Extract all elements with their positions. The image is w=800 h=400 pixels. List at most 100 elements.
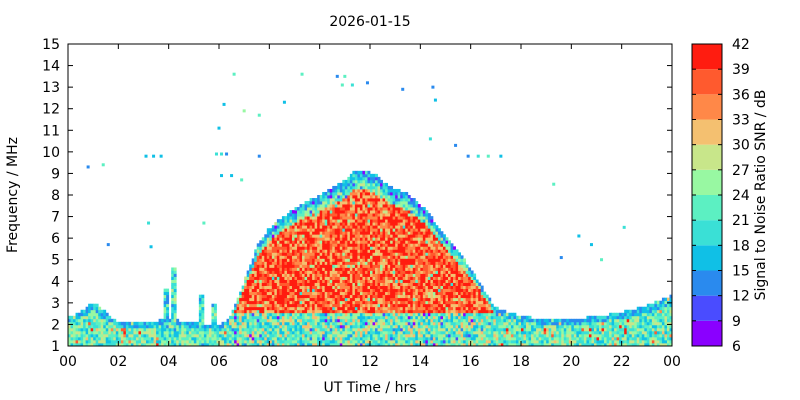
heat-cell (354, 201, 358, 205)
heat-cell (385, 267, 389, 271)
heat-cell (279, 237, 283, 241)
heat-cell (211, 336, 215, 341)
heat-cell (344, 297, 348, 302)
heat-cell (395, 342, 399, 346)
heat-cell (347, 204, 351, 208)
heat-cell (339, 309, 343, 314)
heat-cell (468, 279, 472, 283)
heat-cell (339, 255, 343, 259)
heat-cell (302, 270, 305, 274)
heat-cell (470, 324, 474, 329)
heat-cell (362, 237, 366, 241)
heat-cell (269, 309, 273, 314)
heat-cell (234, 318, 238, 323)
heat-cell (327, 231, 331, 235)
heat-cell (241, 303, 245, 308)
heat-cell (264, 237, 268, 241)
heat-cell (324, 279, 328, 283)
heat-cell (327, 207, 331, 211)
heat-cell (304, 240, 308, 244)
heat-cell (367, 261, 371, 265)
heat-cell (246, 324, 250, 329)
heat-cell (367, 279, 371, 283)
heat-cell (256, 321, 260, 326)
heat-cell (347, 234, 351, 238)
heat-cell (312, 312, 316, 317)
heat-cell (332, 342, 336, 346)
heat-cell (334, 210, 338, 214)
heat-cell (309, 252, 313, 256)
heat-cell (294, 333, 298, 338)
heat-cell (437, 333, 441, 338)
heat-cell (329, 246, 333, 250)
heat-cell (362, 182, 366, 187)
heat-cell (370, 333, 373, 338)
heat-cell (317, 279, 321, 283)
heat-cell (437, 342, 441, 346)
heat-cell (246, 312, 250, 317)
heat-cell (475, 339, 479, 344)
heat-cell (410, 330, 414, 335)
heat-cell (390, 191, 394, 196)
heat-cell (400, 294, 404, 299)
heat-cell (171, 300, 175, 305)
heat-cell (347, 282, 351, 286)
heat-cell (458, 333, 461, 338)
heat-cell (478, 291, 482, 296)
heat-cell (470, 294, 474, 299)
heat-cell (397, 294, 401, 299)
heat-cell (352, 231, 356, 235)
heat-cell (138, 339, 142, 344)
heat-cell (216, 336, 220, 341)
heat-cell (279, 240, 283, 244)
heat-cell (324, 234, 328, 238)
heat-cell (261, 309, 265, 314)
heat-cell (322, 285, 326, 290)
heat-cell (324, 258, 328, 262)
heat-cell (380, 288, 383, 293)
heat-cell (327, 330, 331, 335)
heat-cell (271, 285, 275, 290)
heat-cell (241, 321, 245, 326)
heat-cell (208, 336, 212, 341)
heat-cell (367, 309, 371, 314)
heat-cell (437, 300, 441, 305)
heat-cell (450, 282, 454, 286)
heat-cell (485, 324, 489, 329)
heat-cell (483, 318, 487, 323)
heat-cell (377, 291, 381, 296)
heat-cell (128, 327, 132, 332)
heat-cell (317, 309, 321, 314)
heat-cell (226, 336, 230, 341)
heat-cell (85, 342, 89, 346)
heat-cell (319, 216, 323, 220)
heat-cell (387, 279, 391, 283)
heat-cell (312, 276, 316, 280)
heat-cell (299, 255, 303, 259)
heat-cell (327, 270, 331, 274)
heat-cell (458, 270, 461, 274)
heat-cell (176, 318, 180, 323)
heat-cell (98, 339, 102, 344)
heat-cell (410, 270, 414, 274)
heat-cell (342, 204, 346, 208)
heat-cell (327, 234, 331, 238)
heat-cell (458, 291, 461, 296)
heat-cell (347, 276, 351, 280)
heat-cell (370, 195, 373, 199)
heat-cell (377, 219, 381, 223)
heat-cell (337, 267, 341, 271)
heat-cell (425, 333, 429, 338)
heat-cell (299, 318, 303, 323)
heat-cell (274, 261, 278, 265)
heat-cell (367, 339, 371, 344)
heat-cell (364, 201, 368, 205)
heat-cell (128, 342, 132, 346)
heat-cell (435, 276, 439, 280)
heat-cell (402, 339, 406, 344)
heat-cell (125, 336, 129, 341)
heat-cell (430, 261, 434, 265)
heat-cell (349, 279, 353, 283)
heat-cell (70, 315, 74, 320)
heat-cell (362, 273, 366, 277)
